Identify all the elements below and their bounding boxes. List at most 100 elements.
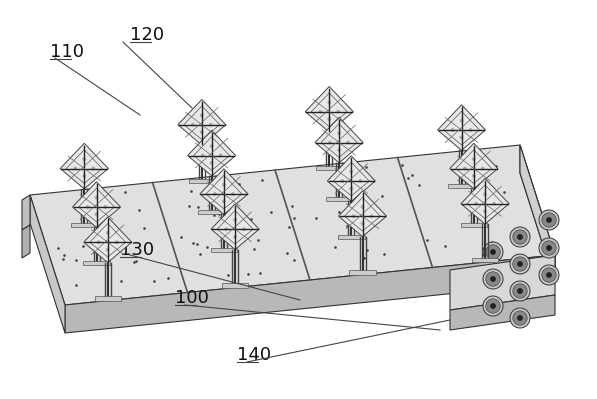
Circle shape [472,157,476,161]
Circle shape [361,222,364,225]
Circle shape [513,284,527,298]
Polygon shape [305,87,353,132]
Circle shape [327,101,331,104]
Circle shape [349,186,353,190]
Circle shape [94,213,99,216]
Circle shape [518,316,522,320]
Circle shape [460,136,463,139]
Bar [326,196,352,201]
Text: 130: 130 [120,241,154,259]
Circle shape [73,166,77,170]
Circle shape [481,166,485,170]
Circle shape [518,261,522,267]
Circle shape [115,240,119,244]
Circle shape [469,128,472,132]
Bar [94,296,121,300]
Circle shape [513,230,527,244]
Polygon shape [450,255,555,310]
Circle shape [483,242,503,262]
Circle shape [491,249,496,255]
Circle shape [474,202,478,205]
Polygon shape [30,195,65,333]
Circle shape [200,130,204,134]
Circle shape [318,110,322,114]
Circle shape [106,248,110,251]
Circle shape [213,192,217,196]
Bar [338,235,365,239]
Circle shape [546,217,552,223]
Circle shape [486,245,500,259]
Circle shape [460,119,463,122]
Bar [472,258,498,262]
Circle shape [492,202,496,205]
Circle shape [85,205,90,209]
Circle shape [510,254,530,274]
Circle shape [210,144,214,148]
Bar [211,248,237,252]
Polygon shape [30,145,555,305]
Circle shape [82,174,86,178]
Circle shape [546,245,552,251]
Bar [222,283,248,288]
Circle shape [510,281,530,301]
Circle shape [242,227,246,231]
Circle shape [336,110,340,114]
Polygon shape [84,217,132,263]
Polygon shape [438,105,485,150]
Circle shape [349,170,353,174]
Text: 120: 120 [130,26,164,44]
Bar [198,209,225,214]
Circle shape [358,179,362,183]
Circle shape [106,231,110,235]
Bar [448,184,475,188]
Circle shape [210,161,214,165]
Circle shape [542,268,556,282]
Circle shape [483,209,487,213]
Polygon shape [461,178,509,224]
Circle shape [328,140,332,144]
Circle shape [370,214,373,218]
Polygon shape [520,145,555,283]
Circle shape [209,123,213,126]
Circle shape [472,174,476,178]
Circle shape [518,288,522,294]
Polygon shape [200,169,248,214]
Circle shape [327,117,331,121]
Polygon shape [178,99,226,145]
Circle shape [340,179,344,183]
Circle shape [518,235,522,239]
Circle shape [510,227,530,247]
Circle shape [337,131,341,135]
Circle shape [483,192,487,196]
Polygon shape [211,204,259,250]
Text: 110: 110 [50,43,84,61]
Text: 140: 140 [237,346,271,364]
Circle shape [486,272,500,286]
Polygon shape [65,255,555,333]
Circle shape [231,192,235,196]
Circle shape [539,265,559,285]
Circle shape [451,128,454,132]
Circle shape [491,277,496,282]
Circle shape [491,304,496,308]
Circle shape [222,200,226,203]
Circle shape [546,273,552,277]
Circle shape [463,166,467,170]
Polygon shape [22,225,30,258]
Circle shape [82,157,86,161]
Circle shape [200,113,204,117]
Circle shape [191,123,195,126]
Polygon shape [72,182,121,227]
Polygon shape [338,191,386,237]
Circle shape [201,154,205,158]
Circle shape [483,296,503,316]
Circle shape [513,311,527,325]
Text: 100: 100 [175,289,209,307]
Polygon shape [450,295,555,330]
Bar [189,179,215,183]
Bar [316,166,343,170]
Circle shape [352,214,355,218]
Circle shape [94,196,99,200]
Circle shape [542,241,556,255]
Circle shape [539,238,559,258]
